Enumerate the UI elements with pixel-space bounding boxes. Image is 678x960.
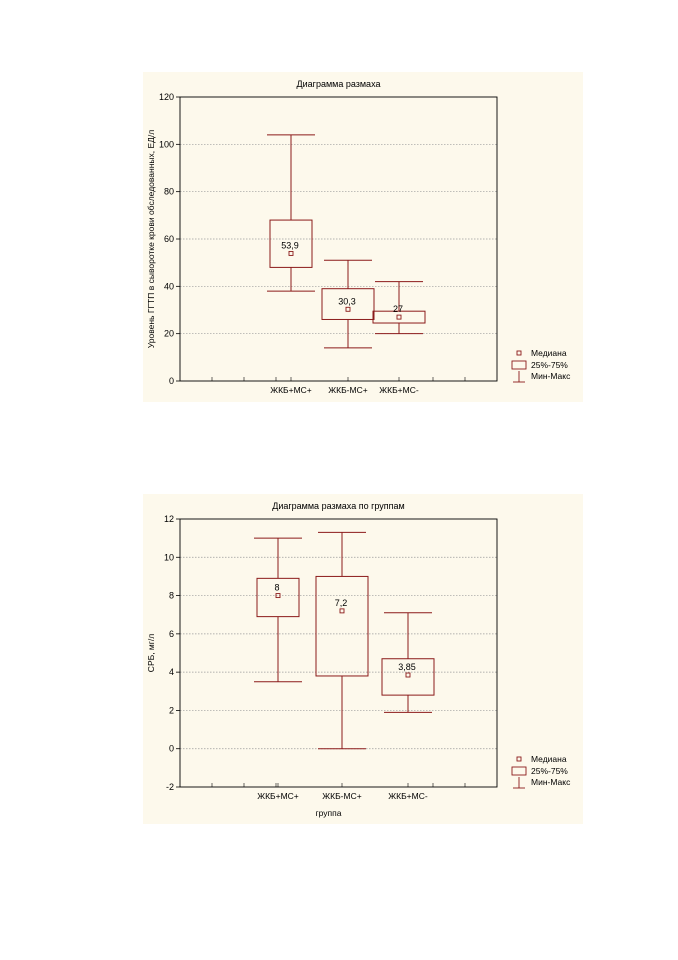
y-tick-label: 4 — [169, 667, 174, 677]
median-marker — [405, 672, 411, 678]
box-1: 8 — [254, 537, 302, 683]
legend-whisker-label: Мин-Макс — [531, 371, 571, 381]
median-label: 30,3 — [338, 296, 356, 306]
box-plot-crp: Диаграмма размаха по группам -2 0 2 4 6 8 10 12 С… — [146, 501, 571, 818]
legend-median-label: Медиана — [531, 754, 567, 764]
legend-median-marker — [516, 350, 522, 356]
x-tick-label: ЖКБ-МС+ — [328, 385, 367, 395]
x-tick-label: ЖКБ+МС+ — [270, 385, 312, 395]
median-marker — [275, 593, 281, 599]
iqr-box — [321, 288, 375, 320]
y-axis-label: Уровень ГГТП в сыворотке крови обследова… — [146, 130, 156, 349]
iqr-box — [315, 575, 369, 677]
x-tick-label: ЖКБ-МС+ — [322, 791, 361, 801]
iqr-box — [269, 219, 313, 268]
y-tick-label: 60 — [164, 234, 174, 244]
median-marker — [288, 250, 294, 256]
median-marker — [345, 306, 351, 312]
box-2: 7,2 — [315, 531, 369, 750]
legend-box-label: 25%-75% — [531, 360, 568, 370]
y-tick-label: 0 — [169, 376, 174, 386]
iqr-box — [256, 577, 300, 618]
plot-frame — [179, 518, 498, 788]
plot-frame — [179, 96, 498, 382]
x-tick-label: ЖКБ+МС- — [388, 791, 428, 801]
y-tick-label: 2 — [169, 705, 174, 715]
x-tick-label: ЖКБ+МС- — [379, 385, 419, 395]
chart-title: Диаграмма размаха по группам — [272, 501, 404, 511]
y-tick-label: 6 — [169, 629, 174, 639]
y-tick-label: 10 — [164, 552, 174, 562]
iqr-box — [372, 310, 426, 324]
box-3: 27 — [372, 281, 426, 335]
median-marker — [396, 314, 402, 320]
y-tick-label: 12 — [164, 514, 174, 524]
box-3: 3,85 — [381, 612, 435, 713]
x-tick-label: ЖКБ+МС+ — [257, 791, 299, 801]
legend: Медиана 25%-75%Мин-Макс — [511, 348, 571, 383]
y-tick-label: 100 — [159, 139, 174, 149]
median-label: 7,2 — [335, 598, 348, 608]
legend-median-marker — [516, 756, 522, 762]
median-label: 27 — [393, 304, 403, 314]
legend-box-marker — [511, 766, 527, 776]
box-2: 30,3 — [321, 259, 375, 349]
y-tick-label: 40 — [164, 281, 174, 291]
legend-median-label: Медиана — [531, 348, 567, 358]
median-label: 3,85 — [398, 662, 416, 672]
median-label: 8 — [274, 583, 279, 593]
chart-title: Диаграмма размаха — [297, 79, 381, 89]
legend-whisker-label: Мин-Макс — [531, 777, 571, 787]
box-1: 53,9 — [267, 134, 315, 292]
chart-panel-ggtp: Диаграмма размаха 0 20 40 60 80 100 120 Уровень … — [143, 72, 583, 402]
median-marker — [339, 608, 345, 614]
iqr-box — [381, 658, 435, 696]
chart-panel-crp: Диаграмма размаха по группам -2 0 2 4 6 8 10 12 С… — [143, 494, 583, 824]
y-tick-label: 20 — [164, 329, 174, 339]
y-tick-label: -2 — [166, 782, 174, 792]
y-axis-label: СРБ, мг/л — [146, 634, 156, 672]
y-tick-label: 120 — [159, 92, 174, 102]
box-plot-ggtp: Диаграмма размаха 0 20 40 60 80 100 120 Уровень … — [146, 79, 571, 395]
y-tick-label: 8 — [169, 591, 174, 601]
legend-box-label: 25%-75% — [531, 766, 568, 776]
legend-box-marker — [511, 360, 527, 370]
median-label: 53,9 — [281, 240, 299, 250]
y-tick-label: 80 — [164, 187, 174, 197]
y-tick-label: 0 — [169, 744, 174, 754]
legend: Медиана 25%-75%Мин-Макс — [511, 754, 571, 789]
x-axis-label: группа — [316, 808, 342, 818]
